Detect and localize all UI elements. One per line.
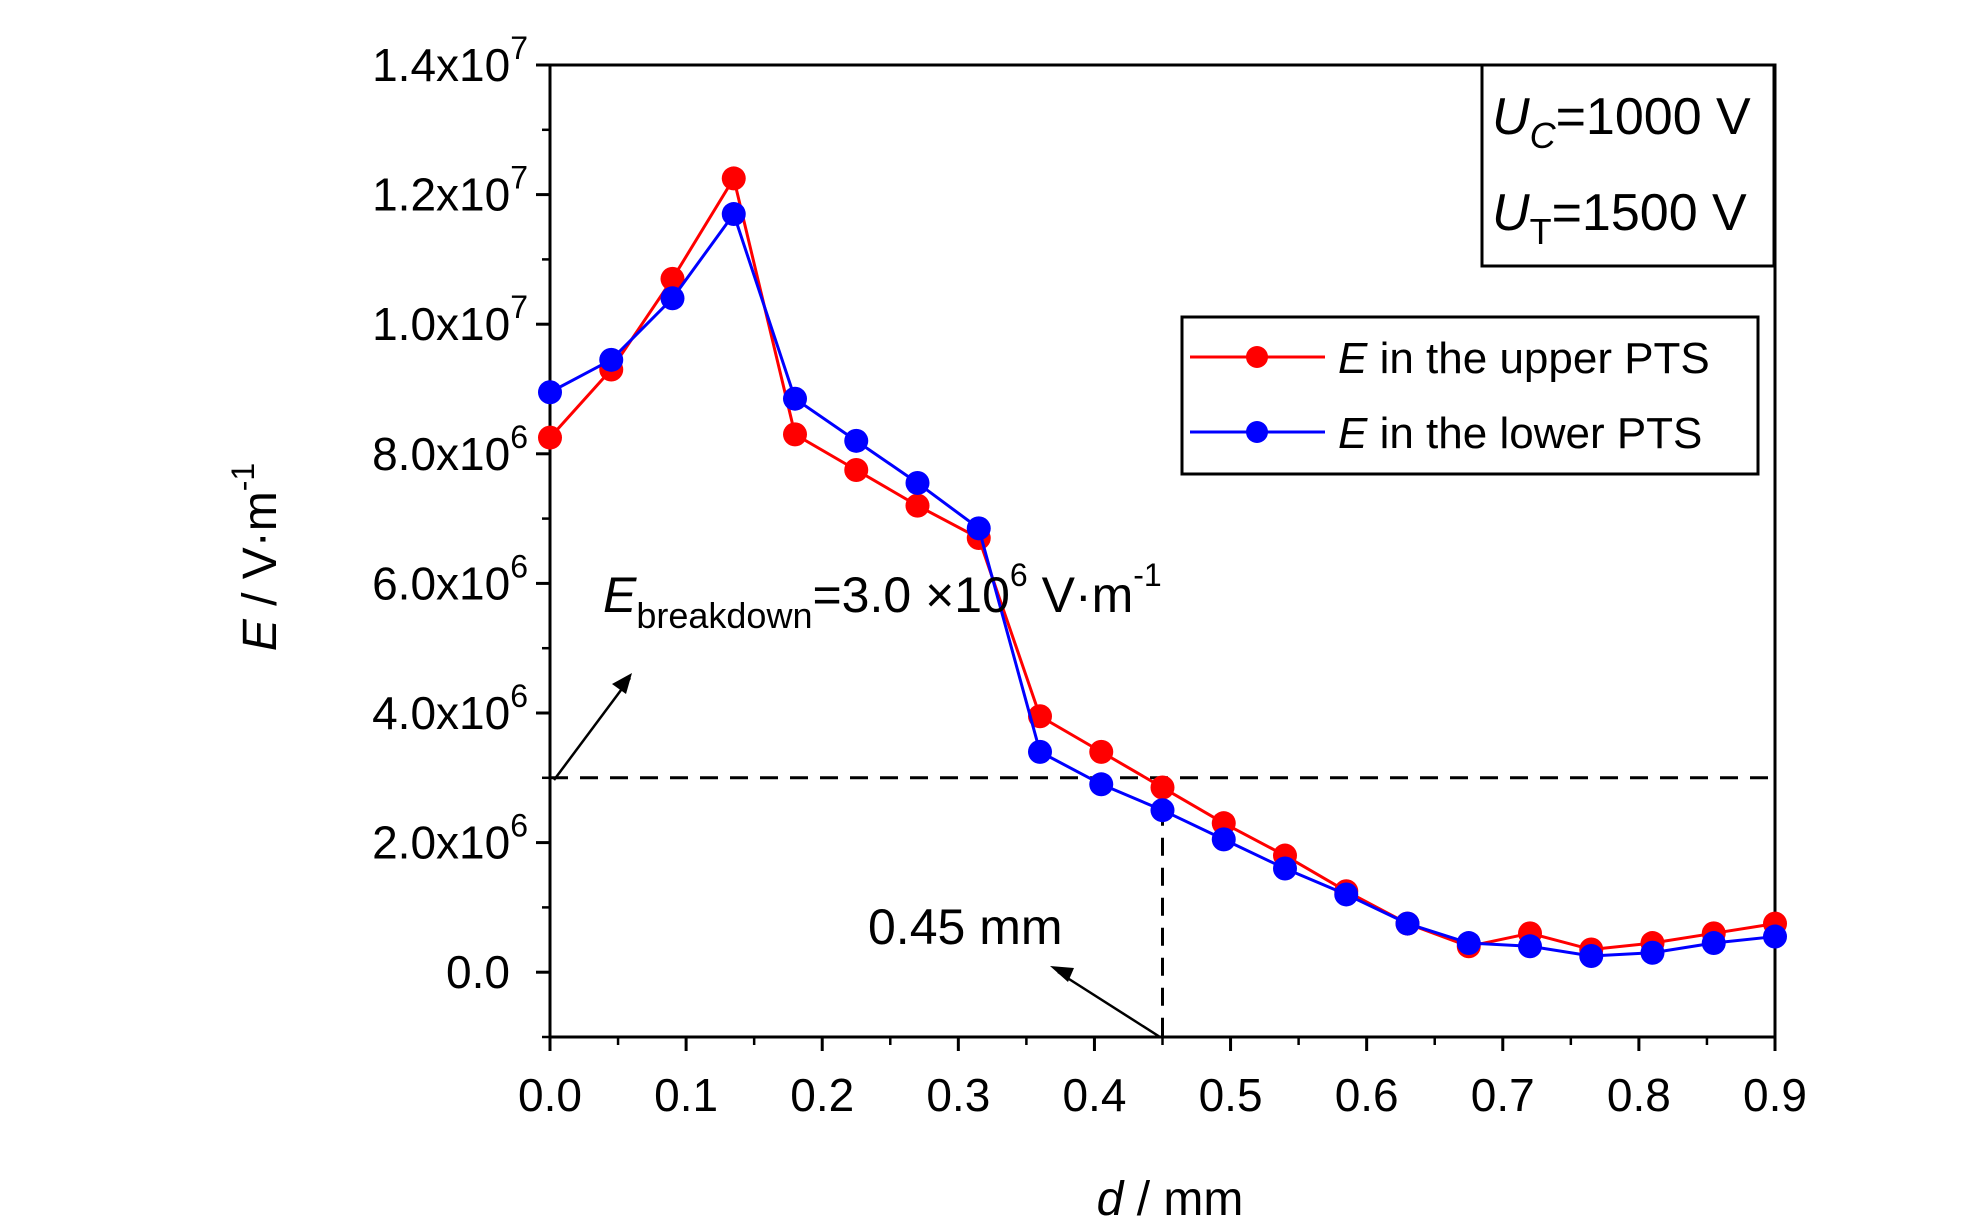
data-point	[966, 516, 991, 541]
data-point	[1089, 739, 1114, 764]
y-tick-label: 0.0	[446, 946, 510, 998]
condition-ut: UT=1500 V	[1492, 184, 1747, 252]
series-lower	[538, 202, 1787, 968]
legend-item-upper: E in the upper PTS	[1190, 334, 1710, 383]
series-line	[548, 174, 1776, 952]
data-point	[1150, 775, 1175, 800]
x-tick-label: 0.6	[1335, 1069, 1399, 1121]
y-tick-label: 4.0x106	[372, 678, 528, 739]
data-point	[599, 347, 624, 372]
data-point	[1518, 934, 1542, 959]
axes: 0.0 0.1 0.2 0.3 0.4 0.5 0.6 0.7 0.8 0.9 0.0 2.0x106…	[372, 30, 1807, 1121]
legend-marker-lower	[1246, 421, 1268, 443]
data-point	[1334, 882, 1359, 907]
x-tick-label: 0.5	[1199, 1069, 1263, 1121]
data-point	[1763, 924, 1787, 949]
legend-item-lower: E in the lower PTS	[1190, 409, 1702, 458]
x-tick-label: 0.8	[1607, 1069, 1671, 1121]
data-point	[905, 493, 930, 518]
data-point	[844, 428, 869, 453]
distance-arrowhead	[1050, 966, 1074, 982]
legend-label-lower: E in the lower PTS	[1338, 409, 1702, 458]
legend-label-upper: E in the upper PTS	[1338, 334, 1710, 383]
distance-annotation: 0.45 mm	[868, 899, 1161, 1039]
data-point	[844, 458, 869, 482]
legend: E in the upper PTS E in the lower PTS	[1180, 315, 1760, 476]
data-point	[783, 386, 807, 411]
data-point	[1211, 827, 1236, 852]
data-point	[660, 286, 685, 311]
data-point	[1028, 704, 1052, 729]
x-tick-label: 0.9	[1743, 1069, 1807, 1121]
distance-arrow	[1057, 970, 1161, 1039]
conditions-box: UC=1000 V UT=1500 V	[1480, 63, 1776, 268]
data-point	[905, 470, 930, 495]
data-point	[1456, 931, 1481, 956]
data-point	[1701, 931, 1726, 956]
distance-label: 0.45 mm	[868, 899, 1063, 955]
breakdown-arrowhead	[612, 673, 632, 694]
x-axis-title: d / mm	[1097, 1173, 1244, 1226]
data-point	[721, 166, 746, 191]
data-point	[1640, 940, 1665, 965]
y-tick-label: 2.0x106	[372, 808, 528, 869]
data-point	[1150, 798, 1175, 823]
data-point	[1579, 944, 1604, 968]
data-point	[660, 266, 685, 291]
x-tick-label: 0.2	[790, 1069, 854, 1121]
data-point	[1089, 772, 1114, 797]
x-tick-label: 0.3	[926, 1069, 990, 1121]
x-tick-label: 0.1	[654, 1069, 718, 1121]
x-tick-label: 0.4	[1062, 1069, 1126, 1121]
x-tick-label: 0.0	[518, 1069, 582, 1121]
breakdown-arrow	[552, 677, 632, 781]
data-point	[1273, 856, 1297, 881]
data-point	[721, 202, 746, 227]
x-tick-label: 0.7	[1471, 1069, 1535, 1121]
breakdown-label: Ebreakdown=3.0 ×106 V·m-1	[603, 557, 1162, 636]
data-series	[538, 166, 1787, 968]
y-tick-label: 1.4x107	[372, 30, 528, 91]
conditions-box-frame	[1480, 63, 1776, 268]
legend-frame	[1180, 315, 1760, 476]
y-tick-label: 1.0x107	[372, 289, 528, 350]
breakdown-annotation: Ebreakdown=3.0 ×106 V·m-1	[552, 557, 1162, 781]
condition-uc: UC=1000 V	[1492, 88, 1751, 156]
data-point	[1028, 739, 1052, 764]
legend-marker-upper	[1246, 346, 1268, 368]
data-point	[538, 425, 562, 450]
y-tick-label: 6.0x106	[372, 548, 528, 609]
y-tick-label: 8.0x106	[372, 419, 528, 480]
y-tick-label: 1.2x107	[372, 160, 528, 221]
data-point	[783, 422, 807, 447]
data-point	[538, 380, 562, 405]
data-point	[1395, 911, 1420, 936]
y-axis-title: E / V·m-1	[225, 463, 287, 651]
